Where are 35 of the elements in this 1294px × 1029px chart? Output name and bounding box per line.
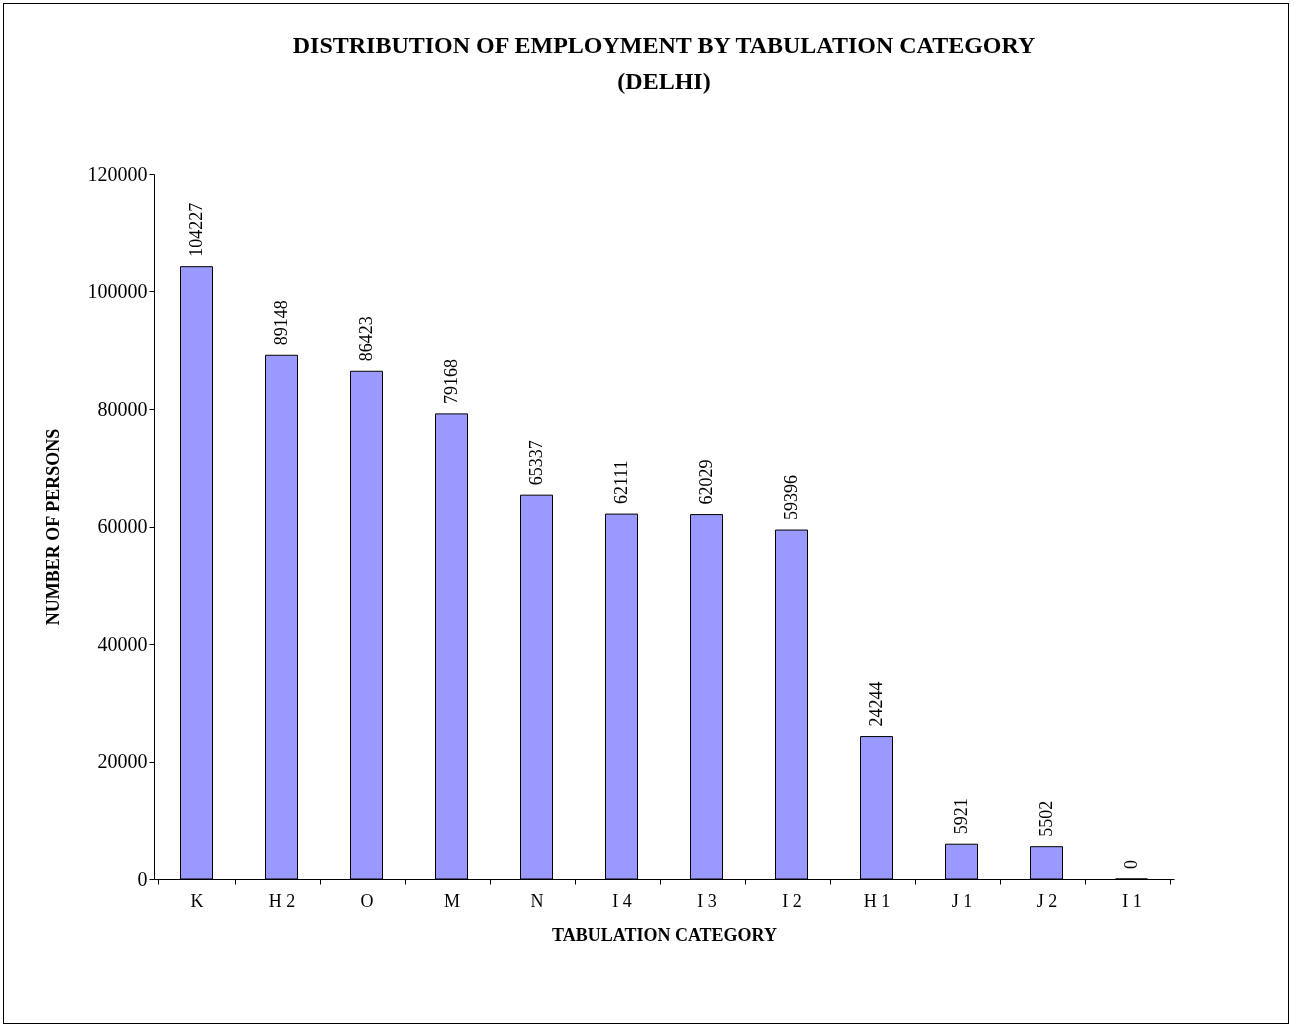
data-label: 62111: [610, 460, 631, 505]
x-tick-label: I 4: [612, 890, 632, 911]
x-tick-label: H 1: [863, 890, 891, 911]
y-tick-label: 0: [137, 867, 148, 890]
x-tick-label: N: [530, 890, 544, 911]
x-tick-label: J 2: [1036, 890, 1058, 911]
data-label: 5921: [950, 798, 971, 835]
data-label: 65337: [525, 440, 546, 486]
y-tick-label: 40000: [97, 632, 148, 655]
data-label: 0: [1120, 860, 1141, 869]
x-tick-label: I 3: [697, 890, 717, 911]
x-tick-label: K: [190, 890, 204, 911]
y-axis-title: NUMBER OF PERSONS: [42, 428, 63, 626]
data-label: 59396: [780, 475, 801, 521]
x-tick-label: I 2: [782, 890, 802, 911]
y-tick-label: 80000: [97, 397, 148, 420]
y-tick-label: 60000: [97, 515, 148, 537]
x-axis-title: TABULATION CATEGORY: [552, 924, 777, 945]
data-label: 86423: [355, 316, 376, 362]
data-label: 24244: [865, 681, 886, 727]
x-tick-label: I 1: [1122, 890, 1142, 911]
data-label: 79168: [440, 358, 461, 404]
data-label: 5502: [1035, 800, 1056, 837]
y-tick-label: 100000: [87, 280, 148, 302]
x-tick-label: O: [360, 890, 374, 911]
data-label: 62029: [695, 459, 716, 505]
y-tick-label: 120000: [87, 162, 148, 185]
x-tick-label: M: [443, 890, 461, 911]
data-label: 104227: [185, 202, 206, 257]
x-tick-label: J 1: [951, 890, 973, 911]
data-label: 89148: [270, 300, 291, 346]
x-tick-label: H 2: [268, 890, 296, 911]
text: (DELHI): [617, 68, 711, 94]
y-tick-label: 20000: [97, 750, 148, 772]
text: DISTRIBUTION OF EMPLOYMENT BY TABULATION CATEGORY: [292, 32, 1036, 58]
